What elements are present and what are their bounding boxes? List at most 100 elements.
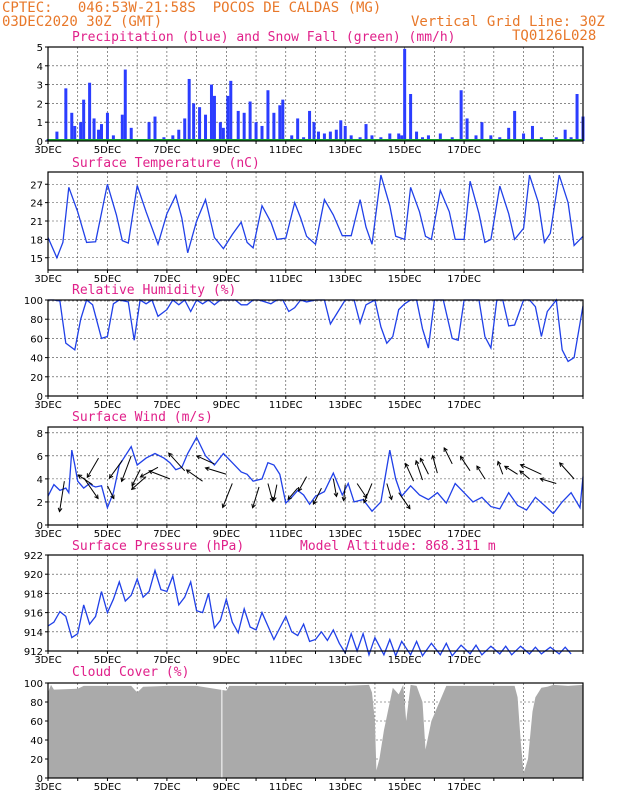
x-tick-label: 9DEC: [213, 529, 240, 540]
y-tick-label: 0: [37, 774, 43, 785]
wind-arrow: [386, 483, 393, 500]
panel-3: 0 2 4 6 8 3DEC 5DEC 7DEC 9DEC 11DEC 13DEC 15DEC 17DE…: [34, 426, 584, 540]
precip-bar: [563, 129, 567, 141]
x-tick-label: 15DEC: [388, 145, 422, 156]
y-tick-label: 60: [30, 334, 43, 345]
wind-arrow-head: [108, 474, 114, 479]
precip-bar: [322, 133, 326, 141]
precip-bar: [70, 112, 74, 141]
wind-arrow-head: [221, 503, 227, 509]
panel-5: 0 20 40 60 80 100 3DEC 5DEC 7DEC 9DEC 11DEC 13DEC 15…: [24, 679, 584, 793]
precip-bar: [236, 110, 240, 141]
wind-arrow-head: [443, 446, 448, 452]
y-tick-label: 914: [24, 628, 43, 639]
precip-bar: [507, 127, 511, 141]
precip-bar: [316, 131, 320, 141]
wind-arrow-head: [404, 462, 410, 468]
x-tick-label: 11DEC: [269, 274, 303, 285]
precip-bar: [105, 112, 109, 141]
wind-arrow: [131, 476, 147, 490]
y-tick-label: 2: [37, 99, 43, 110]
precip-bar: [88, 82, 92, 141]
wind-arrow-head: [476, 465, 481, 471]
y-tick-label: 0: [37, 392, 43, 403]
x-tick-label: 7DEC: [153, 529, 180, 540]
panel-2: 0 20 40 60 80 100 3DEC 5DEC 7DEC 9DEC 11DEC 13DEC 15…: [24, 296, 584, 411]
x-tick-label: 9DEC: [213, 782, 240, 793]
wind-arrow-head: [503, 465, 509, 471]
wind-arrow: [443, 447, 453, 465]
precip-bar: [97, 129, 101, 141]
panel-1: 15 18 21 24 27 3DEC 5DEC 7DEC 9DEC 11DEC 13DEC 15DE…: [30, 171, 584, 285]
y-tick-label: 4: [37, 475, 43, 486]
wind-arrow: [415, 460, 423, 481]
y-tick-label: 0: [37, 521, 43, 532]
wind-arrow: [252, 486, 260, 508]
x-tick-label: 15DEC: [388, 274, 422, 285]
precip-bar: [343, 125, 347, 141]
x-tick-label: 5DEC: [94, 274, 121, 285]
precip-bar: [465, 118, 469, 141]
x-tick-label: 7DEC: [153, 655, 180, 666]
precip-bar: [254, 122, 258, 141]
wind-arrow-head: [130, 485, 136, 491]
precip-bar: [129, 127, 133, 141]
precip-bar: [187, 78, 191, 141]
precip-bar: [153, 116, 157, 141]
wind-arrow: [363, 483, 373, 503]
panel-4: 912 914 916 918 920 922 3DEC 5DEC 7DEC 9DEC 11DEC 1…: [24, 551, 584, 666]
x-tick-label: 13DEC: [328, 274, 362, 285]
header-grid-note: Vertical Grid Line: 30Z: [411, 14, 605, 30]
precip-title: Precipitation (blue) and Snow Fall (gree…: [72, 30, 456, 45]
precip-bar: [266, 90, 270, 141]
x-tick-label: 5DEC: [94, 145, 121, 156]
x-tick-label: 17DEC: [447, 274, 481, 285]
header-title: CPTEC: 046:53W-21:58S POCOS DE CALDAS (M…: [2, 0, 382, 16]
precip-bar: [400, 135, 404, 141]
wind-title: Surface Wind (m/s): [72, 410, 213, 425]
x-tick-label: 3DEC: [34, 655, 61, 666]
wind-arrow-head: [287, 495, 292, 501]
wind-arrow: [86, 457, 99, 478]
precip-bar: [64, 88, 68, 141]
y-tick-label: 5: [37, 43, 43, 54]
wind-arrow-head: [419, 457, 424, 463]
wind-arrow-head: [251, 503, 256, 509]
wind-arrow: [540, 478, 557, 484]
y-tick-label: 100: [24, 296, 43, 307]
wind-arrow-head: [362, 493, 368, 499]
y-tick-label: 40: [30, 354, 43, 365]
precip-bar: [92, 118, 96, 141]
x-tick-label: 5DEC: [94, 400, 121, 411]
wind-arrow: [405, 463, 415, 482]
y-tick-label: 918: [24, 589, 43, 600]
cloud-area: [48, 684, 583, 778]
wind-arrow: [298, 476, 308, 492]
wind-arrow: [559, 462, 575, 480]
wind-arrow-head: [519, 463, 525, 469]
wind-arrow-head: [298, 487, 303, 492]
precip-bar: [339, 120, 343, 141]
precip-bar: [229, 80, 233, 141]
wind-arrow-head: [148, 469, 154, 475]
temp-title: Surface Temperature (nC): [72, 156, 260, 171]
x-tick-label: 15DEC: [388, 655, 422, 666]
wind-arrow: [312, 487, 322, 505]
x-tick-label: 13DEC: [328, 145, 362, 156]
precip-bar: [55, 131, 59, 141]
wind-arrow-head: [195, 455, 201, 460]
precip-bar: [171, 135, 175, 141]
precip-bar: [123, 69, 127, 141]
y-tick-label: 18: [30, 235, 43, 246]
y-tick-label: 8: [37, 429, 43, 440]
precip-bar: [489, 135, 493, 141]
x-tick-label: 11DEC: [269, 655, 303, 666]
wind-arrow-head: [333, 492, 339, 498]
x-tick-label: 7DEC: [153, 274, 180, 285]
wind-arrow-head: [363, 498, 368, 504]
wind-arrow: [287, 487, 299, 500]
precip-bar: [290, 135, 294, 141]
precip-bar: [226, 95, 230, 141]
precip-bar: [312, 122, 316, 141]
wind-arrow: [186, 469, 203, 482]
